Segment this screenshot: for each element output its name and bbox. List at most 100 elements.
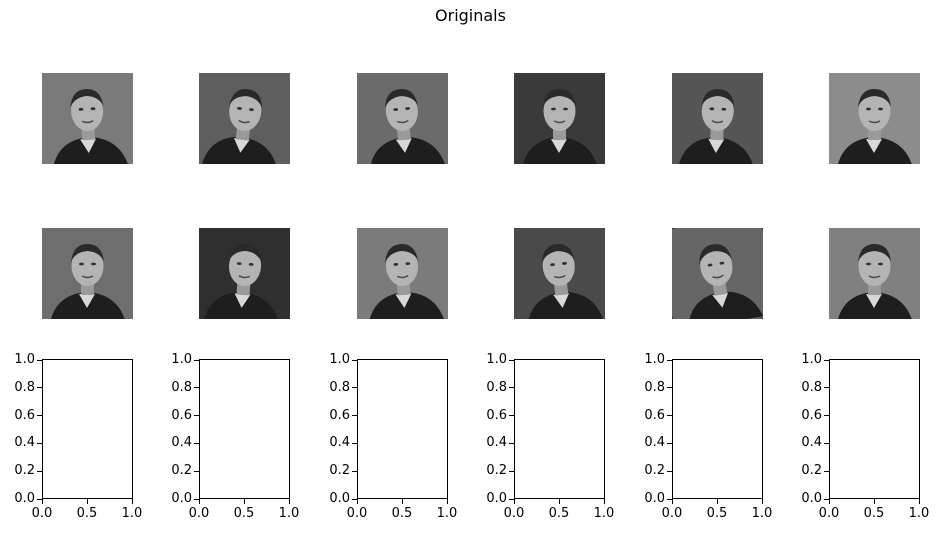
y-tick xyxy=(509,359,514,361)
y-tick xyxy=(352,359,357,361)
empty-axes: 0.0 0.2 0.4 0.6 0.8 1.0 0.0 0.5 1.0 xyxy=(14,353,142,521)
y-tick-label: 0.4 xyxy=(14,435,35,451)
face-image xyxy=(514,73,605,164)
axes-frame xyxy=(514,359,605,499)
x-tick xyxy=(86,499,88,504)
x-tick-label: 1.0 xyxy=(751,506,773,521)
y-tick xyxy=(509,470,514,472)
y-tick xyxy=(37,470,42,472)
y-tick xyxy=(37,498,42,500)
y-tick xyxy=(37,359,42,361)
y-tick xyxy=(667,442,672,444)
y-tick xyxy=(194,498,199,500)
y-tick xyxy=(352,470,357,472)
y-tick-label: 0.0 xyxy=(14,491,35,506)
y-tick-label: 0.6 xyxy=(486,407,507,423)
x-tick xyxy=(288,499,290,504)
x-tick xyxy=(918,499,920,504)
y-tick xyxy=(509,387,514,389)
empty-axes: 0.0 0.2 0.4 0.6 0.8 1.0 0.0 0.5 1.0 xyxy=(329,353,457,521)
face-image xyxy=(672,73,763,164)
axes-frame xyxy=(672,359,763,499)
face-image xyxy=(357,73,448,164)
face-image xyxy=(829,228,920,319)
x-tick xyxy=(131,499,133,504)
x-tick xyxy=(243,499,245,504)
x-tick xyxy=(671,499,673,504)
x-tick xyxy=(873,499,875,504)
y-tick xyxy=(509,442,514,444)
y-tick-label: 0.6 xyxy=(329,407,350,423)
y-tick-label: 0.4 xyxy=(644,435,665,451)
face-image xyxy=(672,228,763,319)
y-tick xyxy=(352,387,357,389)
y-tick xyxy=(667,470,672,472)
x-tick-label: 1.0 xyxy=(278,506,300,521)
y-tick xyxy=(824,442,829,444)
y-tick-label: 0.0 xyxy=(171,491,192,506)
y-tick-label: 1.0 xyxy=(801,352,822,367)
y-tick xyxy=(824,470,829,472)
x-tick xyxy=(603,499,605,504)
y-tick-label: 0.2 xyxy=(801,463,822,479)
face-image xyxy=(199,228,290,319)
x-tick-label: 0.0 xyxy=(503,506,525,521)
y-tick xyxy=(352,415,357,417)
y-tick xyxy=(194,387,199,389)
y-tick-label: 0.4 xyxy=(329,435,350,451)
y-tick-label: 0.6 xyxy=(644,407,665,423)
y-tick-label: 0.8 xyxy=(644,379,665,395)
y-tick-label: 0.6 xyxy=(801,407,822,423)
y-tick-label: 0.8 xyxy=(14,379,35,395)
x-tick-label: 0.0 xyxy=(818,506,840,521)
y-tick-label: 1.0 xyxy=(171,352,192,367)
y-tick xyxy=(667,498,672,500)
x-tick-label: 1.0 xyxy=(436,506,458,521)
y-tick-label: 0.4 xyxy=(171,435,192,451)
face-image xyxy=(199,73,290,164)
y-tick xyxy=(824,415,829,417)
y-tick-label: 0.2 xyxy=(486,463,507,479)
x-tick xyxy=(41,499,43,504)
axes-frame xyxy=(199,359,290,499)
x-tick xyxy=(198,499,200,504)
y-tick xyxy=(194,415,199,417)
axes-frame xyxy=(829,359,920,499)
y-tick-label: 1.0 xyxy=(329,352,350,367)
x-tick xyxy=(828,499,830,504)
y-tick xyxy=(352,498,357,500)
empty-axes: 0.0 0.2 0.4 0.6 0.8 1.0 0.0 0.5 1.0 xyxy=(644,353,772,521)
y-tick-label: 0.8 xyxy=(329,379,350,395)
x-tick-label: 0.5 xyxy=(391,506,413,521)
x-tick-label: 0.0 xyxy=(31,506,53,521)
y-tick-label: 0.2 xyxy=(14,463,35,479)
axes-frame xyxy=(357,359,448,499)
x-tick-label: 1.0 xyxy=(121,506,143,521)
x-tick xyxy=(356,499,358,504)
x-tick xyxy=(446,499,448,504)
x-tick xyxy=(761,499,763,504)
y-tick-label: 0.4 xyxy=(486,435,507,451)
x-tick xyxy=(558,499,560,504)
face-image xyxy=(357,228,448,319)
y-tick-label: 0.2 xyxy=(644,463,665,479)
x-tick-label: 0.5 xyxy=(863,506,885,521)
y-tick-label: 0.4 xyxy=(801,435,822,451)
y-tick-label: 1.0 xyxy=(644,352,665,367)
y-tick-label: 0.8 xyxy=(171,379,192,395)
y-tick xyxy=(194,470,199,472)
face-image xyxy=(829,73,920,164)
y-tick xyxy=(824,359,829,361)
empty-axes: 0.0 0.2 0.4 0.6 0.8 1.0 0.0 0.5 1.0 xyxy=(801,353,929,521)
y-tick-label: 0.2 xyxy=(329,463,350,479)
y-tick-label: 0.0 xyxy=(486,491,507,506)
x-tick-label: 1.0 xyxy=(908,506,930,521)
y-tick xyxy=(667,415,672,417)
y-tick xyxy=(37,387,42,389)
x-tick xyxy=(401,499,403,504)
y-tick xyxy=(824,498,829,500)
y-tick xyxy=(509,498,514,500)
x-tick xyxy=(716,499,718,504)
x-tick-label: 0.0 xyxy=(346,506,368,521)
